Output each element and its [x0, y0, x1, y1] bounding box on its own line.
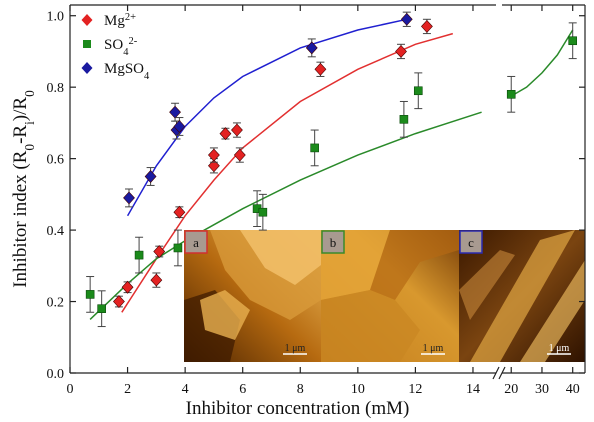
data-point — [208, 149, 219, 161]
y-axis-title: Inhibitor index (R0-Ri)/R0 — [10, 90, 37, 288]
data-point — [400, 115, 408, 123]
y-tick-label: 0.2 — [47, 296, 65, 311]
legend-marker — [83, 40, 91, 48]
legend-label: SO42- — [104, 36, 138, 58]
data-point — [569, 37, 577, 45]
data-point — [220, 128, 231, 140]
inset-scale: 1 μm — [549, 343, 570, 354]
data-point — [311, 144, 319, 152]
x-tick-label: 2 — [124, 382, 131, 397]
data-point — [421, 20, 432, 32]
data-point — [170, 106, 181, 118]
data-point — [145, 170, 156, 182]
inset-scale: 1 μm — [285, 343, 306, 354]
x-tick-label: 14 — [466, 382, 480, 397]
y-tick-label: 0.0 — [47, 367, 65, 382]
data-point — [315, 63, 326, 75]
data-point — [154, 246, 165, 258]
x-tick-label: 10 — [351, 382, 365, 397]
x-tick-label: 0 — [67, 382, 74, 397]
data-point — [396, 45, 407, 57]
y-tick-label: 1.0 — [47, 10, 65, 25]
legend-marker — [82, 62, 93, 74]
fit-curve — [128, 19, 407, 216]
data-point — [174, 244, 182, 252]
fit-curve — [508, 30, 573, 98]
data-point — [507, 90, 515, 98]
x-tick-label: 8 — [297, 382, 304, 397]
data-point — [259, 208, 267, 216]
data-point — [231, 124, 242, 136]
data-point — [151, 274, 162, 286]
data-point — [401, 13, 412, 25]
legend-label: MgSO4 — [104, 61, 150, 82]
inset-scale: 1 μm — [423, 343, 444, 354]
insets — [184, 230, 585, 362]
inset-tag: c — [468, 235, 474, 250]
data-point — [86, 290, 94, 298]
inset-tag: b — [330, 235, 337, 250]
data-point — [113, 296, 124, 308]
x-tick-label: 40 — [566, 382, 580, 397]
data-point — [122, 281, 133, 293]
x-tick-label: 12 — [408, 382, 422, 397]
data-point — [124, 192, 135, 204]
data-point — [98, 305, 106, 313]
legend-marker — [82, 14, 93, 26]
x-tick-label: 20 — [504, 382, 518, 397]
x-tick-label: 30 — [535, 382, 549, 397]
chart: 0 2 4 6 8 10 12 14 20 30 40 0.0 0.2 0.4 0.6 0.8 1.0 Inhib… — [0, 0, 594, 422]
x-tick-label: 4 — [182, 382, 189, 397]
x-axis-title: Inhibitor concentration (mM) — [186, 398, 410, 419]
data-point — [234, 149, 245, 161]
y-tick-label: 0.6 — [47, 153, 65, 168]
data-point — [414, 87, 422, 95]
inset-tag: a — [193, 235, 199, 250]
x-tick-label: 6 — [239, 382, 246, 397]
legend-label: Mg2+ — [104, 12, 136, 30]
data-point — [174, 206, 185, 218]
data-point — [135, 251, 143, 259]
y-tick-label: 0.4 — [47, 224, 65, 239]
y-tick-label: 0.8 — [47, 81, 65, 96]
